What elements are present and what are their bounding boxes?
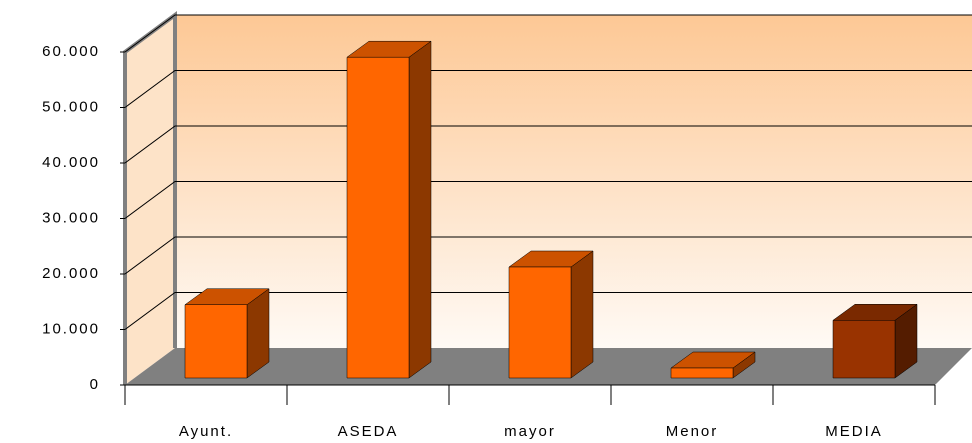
y-tick-label: 30.000 (42, 209, 100, 226)
bar-front (346, 56, 410, 379)
y-tick-label: 0 (90, 376, 100, 393)
y-tick-label: 10.000 (42, 320, 100, 337)
grid-line (124, 236, 972, 275)
bar-side (408, 40, 432, 379)
x-tick-label: MEDIA (825, 423, 883, 440)
bar-front (670, 367, 734, 379)
bar (184, 288, 270, 379)
bar (832, 303, 918, 379)
bar (346, 40, 432, 379)
bar-front (508, 266, 572, 379)
x-tick-label: mayor (504, 423, 556, 440)
y-tick-label: 50.000 (42, 98, 100, 115)
bar (670, 351, 756, 379)
bar-side (570, 250, 594, 379)
x-tick-label: Menor (666, 423, 719, 440)
grid-line (124, 14, 972, 53)
y-tick-label: 60.000 (42, 43, 100, 60)
grid-line (124, 70, 972, 108)
grid-line (124, 292, 972, 330)
y-tick-label: 20.000 (42, 265, 100, 282)
x-tick-label: ASEDA (338, 423, 399, 440)
grid-line (124, 181, 972, 219)
y-tick-label: 40.000 (42, 154, 100, 171)
x-tick-label: Ayunt. (179, 423, 233, 440)
bar-front (832, 320, 896, 379)
bar (508, 250, 594, 379)
grid-line (124, 125, 972, 164)
bar-front (184, 304, 248, 379)
